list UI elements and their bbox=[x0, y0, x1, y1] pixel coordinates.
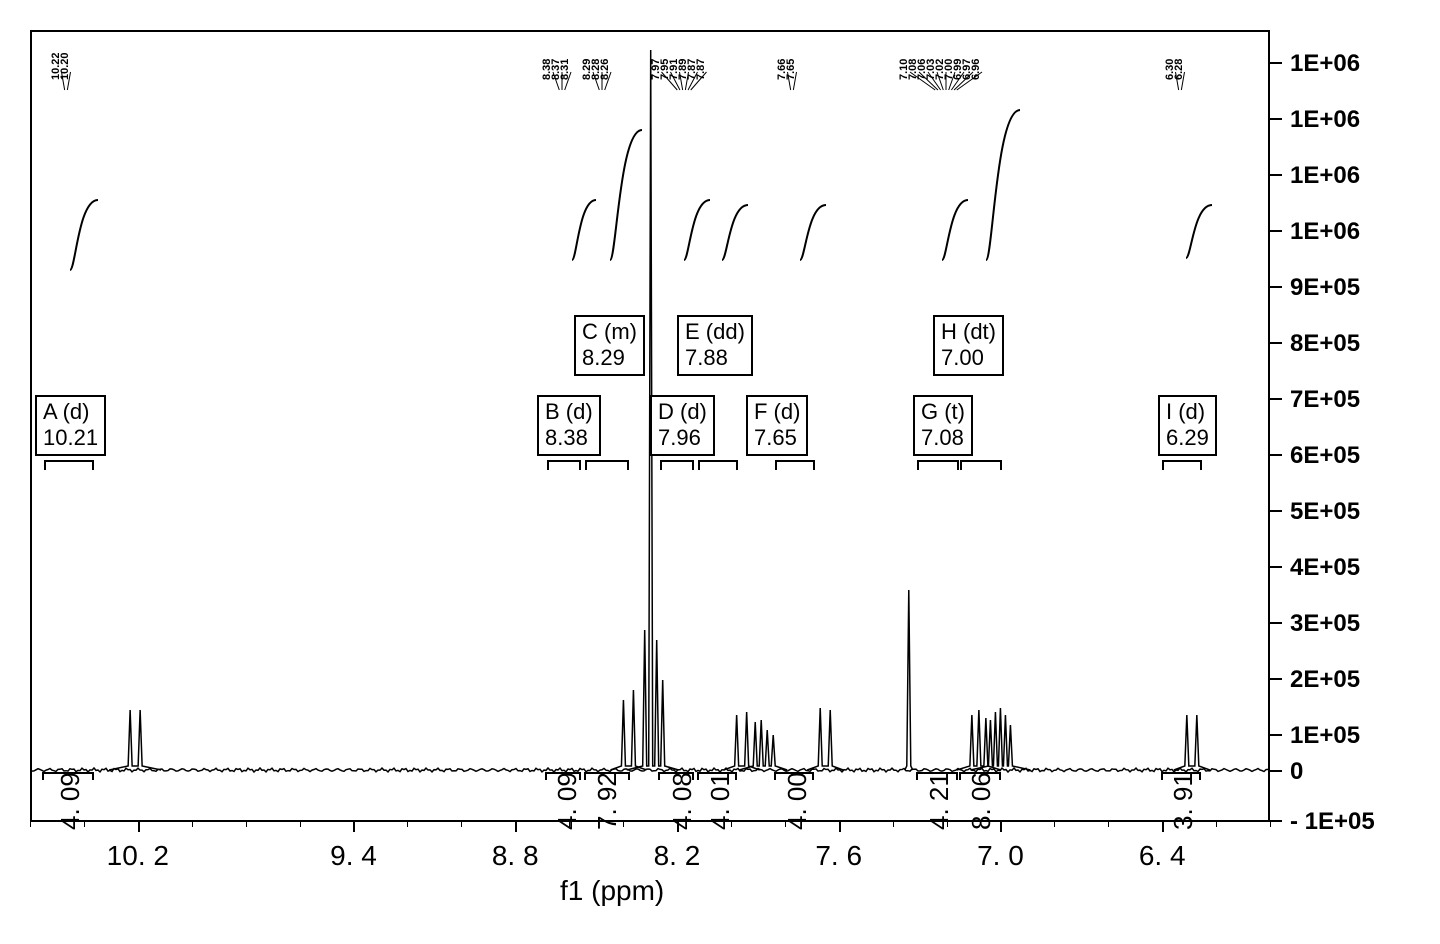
y-tick-label: 1E+05 bbox=[1290, 722, 1360, 750]
y-tick-label: 1E+06 bbox=[1290, 162, 1360, 190]
integral-value: 7. 92 bbox=[592, 772, 623, 830]
integral-value: 4. 00 bbox=[782, 772, 813, 830]
integral-value: 4. 09 bbox=[552, 772, 583, 830]
x-tick-label: 10. 2 bbox=[107, 840, 169, 872]
integral-value: 4. 08 bbox=[667, 772, 698, 830]
peak-box-b: B (d)8.38 bbox=[537, 395, 601, 456]
x-axis-line bbox=[30, 820, 1270, 822]
peak-box-c: C (m)8.29 bbox=[574, 315, 645, 376]
y-tick-label: 2E+05 bbox=[1290, 666, 1360, 694]
peak-box-a: A (d)10.21 bbox=[35, 395, 106, 456]
peak-box-e: E (dd)7.88 bbox=[677, 315, 753, 376]
integral-value: 8. 06 bbox=[966, 772, 997, 830]
peak-box-f: F (d)7.65 bbox=[746, 395, 808, 456]
top-peak-ppm: 10.20 bbox=[59, 52, 71, 80]
y-tick-label: 1E+06 bbox=[1290, 106, 1360, 134]
x-tick-label: 6. 4 bbox=[1139, 840, 1186, 872]
y-tick-label: 9E+05 bbox=[1290, 274, 1360, 302]
peak-bracket bbox=[585, 460, 629, 468]
peak-bracket bbox=[917, 460, 959, 468]
peak-box-h: H (dt)7.00 bbox=[933, 315, 1004, 376]
peak-bracket bbox=[1162, 460, 1202, 468]
integral-value: 3. 91 bbox=[1168, 772, 1199, 830]
y-tick-label: 0 bbox=[1290, 758, 1303, 786]
peak-bracket bbox=[960, 460, 1002, 468]
nmr-spectrum-chart: 1E+06 1E+06 1E+06 1E+06 9E+05 8E+05 7E+05 6E+05… bbox=[20, 20, 1420, 924]
top-peak-ppm: 7.65 bbox=[785, 59, 797, 80]
top-peak-ppm: 8.26 bbox=[599, 59, 611, 80]
x-axis-title: f1 (ppm) bbox=[560, 875, 664, 907]
y-tick-label: 1E+06 bbox=[1290, 50, 1360, 78]
peak-box-g: G (t)7.08 bbox=[913, 395, 973, 456]
integral-value: 4. 21 bbox=[924, 772, 955, 830]
top-peak-ppm: 7.87 bbox=[695, 59, 707, 80]
top-peak-ppm: 6.96 bbox=[970, 59, 982, 80]
y-tick-label: 7E+05 bbox=[1290, 386, 1360, 414]
integral-value: 4. 01 bbox=[705, 772, 736, 830]
peak-box-d: D (d)7.96 bbox=[650, 395, 715, 456]
integral-value: 4. 09 bbox=[55, 772, 86, 830]
x-tick-label: 7. 0 bbox=[977, 840, 1024, 872]
top-peak-ppm: 8.31 bbox=[559, 59, 571, 80]
x-tick-label: 9. 4 bbox=[330, 840, 377, 872]
x-tick-label: 7. 6 bbox=[815, 840, 862, 872]
x-tick-label: 8. 2 bbox=[654, 840, 701, 872]
y-tick-label: 6E+05 bbox=[1290, 442, 1360, 470]
peak-bracket bbox=[698, 460, 738, 468]
peak-box-i: I (d)6.29 bbox=[1158, 395, 1217, 456]
peak-bracket bbox=[660, 460, 694, 468]
y-tick-label: 4E+05 bbox=[1290, 554, 1360, 582]
y-tick-label: 8E+05 bbox=[1290, 330, 1360, 358]
y-tick-label: 3E+05 bbox=[1290, 610, 1360, 638]
peak-bracket bbox=[775, 460, 815, 468]
y-tick-label: 1E+06 bbox=[1290, 218, 1360, 246]
peak-bracket bbox=[547, 460, 581, 468]
top-peak-ppm: 6.28 bbox=[1173, 59, 1185, 80]
x-tick-label: 8. 8 bbox=[492, 840, 539, 872]
peak-bracket bbox=[44, 460, 94, 468]
y-tick-label: 5E+05 bbox=[1290, 498, 1360, 526]
y-tick-label: - 1E+05 bbox=[1290, 808, 1375, 836]
